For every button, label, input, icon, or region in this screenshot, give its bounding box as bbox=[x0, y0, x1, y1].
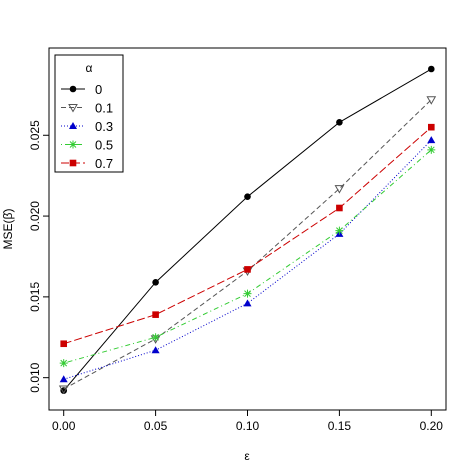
point bbox=[151, 333, 160, 342]
legend-label: 0.1 bbox=[95, 101, 113, 116]
series-line bbox=[63, 149, 432, 364]
legend-label: 0.5 bbox=[95, 138, 113, 153]
x-tick-label: 0.15 bbox=[328, 419, 352, 433]
y-tick-label: 0.010 bbox=[28, 362, 42, 392]
point bbox=[58, 385, 69, 394]
x-axis-label: ε bbox=[244, 449, 250, 463]
point bbox=[334, 185, 345, 194]
point bbox=[426, 96, 437, 105]
point bbox=[152, 311, 159, 318]
point bbox=[427, 123, 435, 131]
legend-marker bbox=[69, 140, 77, 149]
legend-marker bbox=[68, 104, 78, 113]
legend-label: 0.7 bbox=[95, 156, 113, 171]
point bbox=[335, 226, 344, 235]
x-tick-label: 0.20 bbox=[420, 419, 444, 433]
point bbox=[427, 136, 436, 144]
point bbox=[336, 119, 343, 126]
legend-label: 0 bbox=[95, 82, 102, 97]
point bbox=[152, 279, 159, 286]
legend-marker bbox=[69, 122, 77, 129]
y-axis-label: MSE(β̂) bbox=[1, 209, 15, 250]
legend-marker bbox=[69, 85, 77, 93]
point bbox=[151, 346, 160, 354]
point bbox=[59, 359, 68, 368]
x-tick-label: 0.00 bbox=[52, 419, 76, 433]
point bbox=[60, 340, 68, 348]
y-tick-label: 0.025 bbox=[28, 120, 42, 150]
point bbox=[59, 375, 68, 383]
point bbox=[427, 145, 436, 154]
point bbox=[427, 65, 435, 73]
point bbox=[336, 204, 343, 212]
legend-label: 0.3 bbox=[95, 119, 113, 134]
legend-box bbox=[54, 54, 124, 173]
x-tick-label: 0.10 bbox=[236, 419, 260, 433]
point bbox=[243, 299, 252, 307]
point bbox=[60, 387, 68, 394]
y-tick-label: 0.020 bbox=[28, 201, 42, 231]
x-tick-label: 0.05 bbox=[144, 419, 168, 433]
y-tick-label: 0.015 bbox=[28, 282, 42, 312]
point bbox=[244, 266, 251, 273]
legend-title: α bbox=[86, 61, 93, 75]
legend-marker bbox=[69, 159, 77, 167]
point bbox=[244, 193, 251, 200]
point bbox=[243, 289, 252, 298]
